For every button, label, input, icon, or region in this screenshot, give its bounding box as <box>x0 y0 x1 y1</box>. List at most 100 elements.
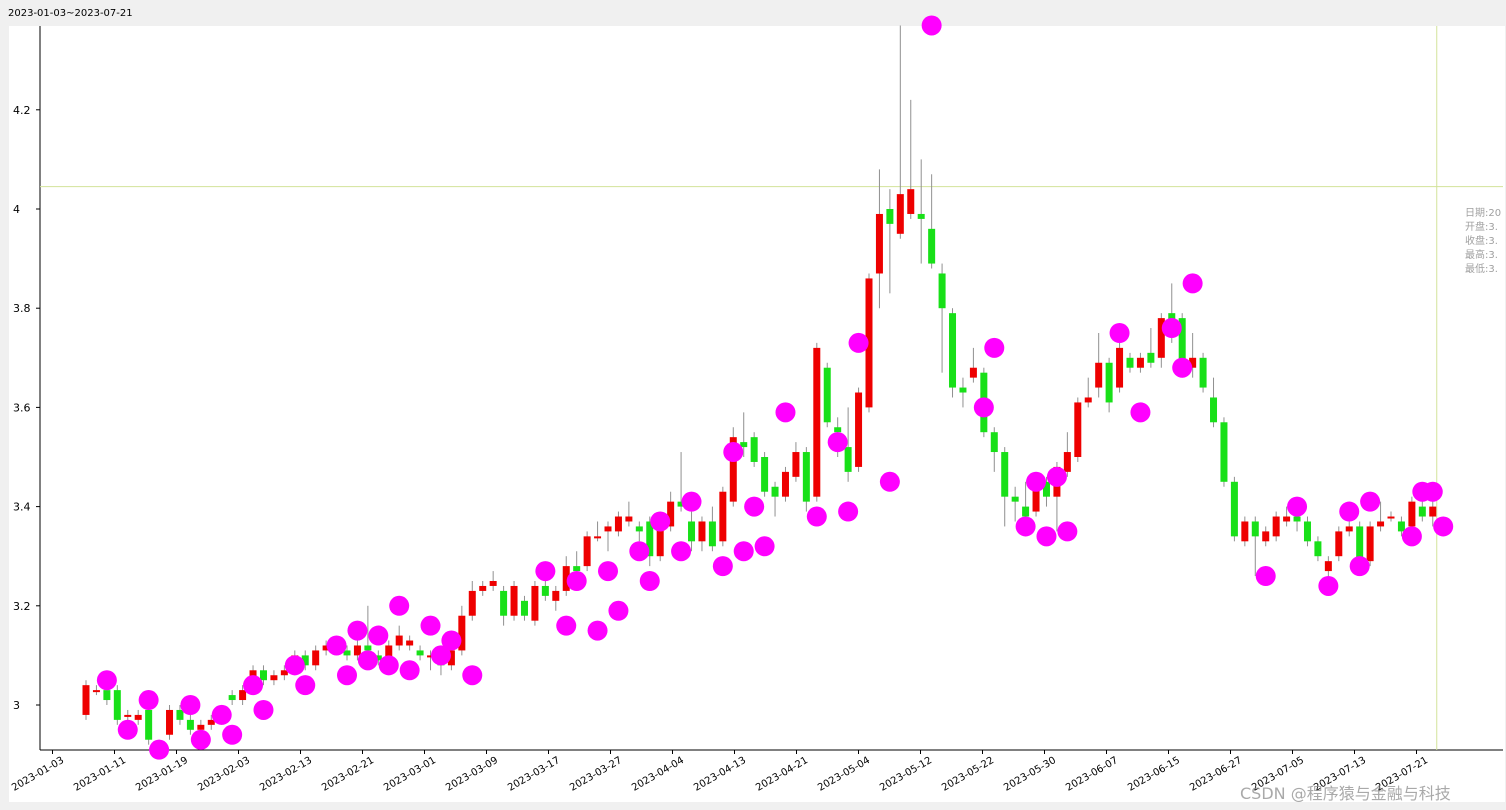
candle-body-up <box>1324 561 1332 572</box>
candle-body-down <box>1293 516 1301 522</box>
candle <box>301 650 309 671</box>
signal-marker <box>535 561 556 582</box>
signal-marker <box>848 332 869 353</box>
candles <box>82 25 1437 750</box>
signal-marker <box>1046 466 1067 487</box>
x-tick-label: 2023-02-21 <box>320 755 376 794</box>
candle <box>792 442 800 482</box>
signal-marker <box>430 645 451 666</box>
candle <box>771 481 779 517</box>
candle <box>1303 516 1311 547</box>
candle <box>823 362 831 428</box>
signal-marker <box>253 699 274 720</box>
candle-body-up <box>1408 501 1416 527</box>
signal-marker <box>284 655 305 676</box>
candle-body-down <box>1042 481 1050 497</box>
x-axis-ticks: 2023-01-03 2023-01-11 2023-01-19 2023-02-03… <box>10 750 1430 794</box>
candle-body-down <box>186 719 194 730</box>
candle <box>166 705 174 740</box>
candle <box>510 581 518 621</box>
candle-body-up <box>896 194 904 234</box>
x-tick-label: 2023-05-22 <box>940 755 996 794</box>
candle-body-down <box>635 526 643 532</box>
signal-marker <box>556 615 577 636</box>
candle-body-up <box>1241 521 1249 542</box>
candle-body-up <box>489 581 497 586</box>
candle <box>364 605 372 656</box>
candle-body-up <box>614 516 622 532</box>
candle-body-up <box>1095 362 1103 388</box>
signal-marker <box>608 600 629 621</box>
signal-marker <box>337 665 357 686</box>
signal-marker <box>754 536 775 557</box>
candle <box>688 511 696 552</box>
candle <box>625 501 633 527</box>
candle <box>604 521 612 552</box>
candle <box>1126 352 1134 373</box>
signal-marker <box>921 15 942 36</box>
candle <box>719 486 727 547</box>
y-axis-ticks: 3 3.2 3.4 3.6 3.8 4 4.2 <box>13 104 40 712</box>
plot-panel <box>9 26 1505 802</box>
signal-marker <box>399 660 420 681</box>
candle-body-up <box>280 670 288 676</box>
candle-body-down <box>1356 526 1364 567</box>
candle <box>343 645 351 661</box>
candle <box>1042 476 1050 507</box>
candle-body-up <box>729 437 737 502</box>
watermark: CSDN @程序猿与金融与科技 <box>1240 784 1451 803</box>
candle <box>1230 476 1238 542</box>
candle-body-down <box>1210 397 1218 423</box>
candle <box>1011 486 1019 522</box>
signal-marker <box>357 650 378 671</box>
candle-body-down <box>990 432 998 453</box>
candle <box>907 99 915 219</box>
candle <box>1136 352 1144 373</box>
candle-body-down <box>113 690 121 720</box>
candle-body-down <box>1178 318 1186 373</box>
candle-body-down <box>761 457 769 492</box>
candle-body-up <box>1272 516 1280 537</box>
candle-body-down <box>1303 521 1311 542</box>
candle-body-down <box>1001 452 1009 497</box>
signal-marker <box>1182 273 1203 294</box>
signal-marker <box>190 729 211 750</box>
candle-body-down <box>750 437 758 462</box>
candle <box>938 263 946 373</box>
candle-body-up <box>406 640 414 646</box>
candle <box>353 640 361 661</box>
y-tick-label: 3.6 <box>13 401 31 414</box>
signal-marker <box>827 432 848 453</box>
candle <box>1189 333 1197 378</box>
x-tick-label: 2023-06-27 <box>1188 755 1244 794</box>
signal-marker <box>1360 491 1381 512</box>
candle-body-up <box>1283 516 1291 522</box>
candle-body-up <box>813 347 821 497</box>
candle <box>1251 516 1259 577</box>
signal-marker <box>1161 318 1182 339</box>
candle <box>1335 526 1343 562</box>
candle-body-down <box>677 501 685 507</box>
candle <box>698 516 706 552</box>
candle-body-down <box>343 650 351 656</box>
signal-marker <box>587 620 608 641</box>
candle <box>500 585 508 626</box>
candle-body-down <box>1126 357 1134 368</box>
candle <box>552 585 560 611</box>
candle <box>917 159 925 264</box>
candle <box>635 521 643 542</box>
candle-body-down <box>928 228 936 264</box>
candle-body-up <box>510 585 518 616</box>
signal-marker <box>1015 516 1036 537</box>
signal-marker <box>775 402 796 423</box>
candle-body-up <box>270 675 278 681</box>
candle-body-up <box>656 521 664 557</box>
signal-marker <box>243 675 264 696</box>
x-tick-label: 2023-01-19 <box>134 755 190 794</box>
candle <box>427 650 435 671</box>
candle-body-up <box>197 724 205 730</box>
signal-marker <box>1026 471 1047 492</box>
signal-marker <box>326 635 347 656</box>
candle-body-up <box>667 501 675 527</box>
